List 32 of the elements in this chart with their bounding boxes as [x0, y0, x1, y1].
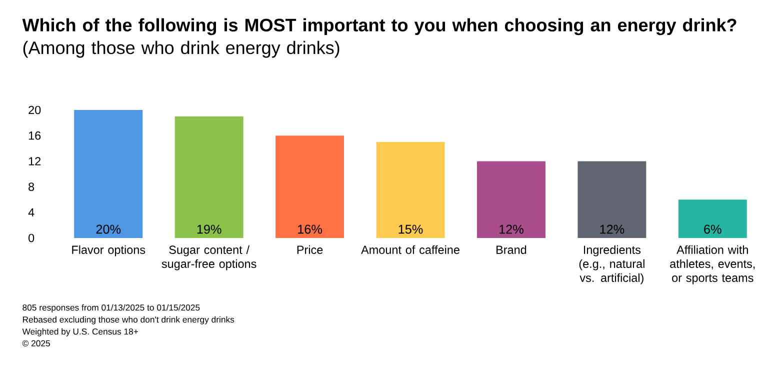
y-tick-label: 0 — [28, 234, 34, 242]
y-tick-label: 12 — [28, 157, 41, 166]
x-tick-label: Sugar content / sugar-free options — [162, 245, 256, 270]
bar — [678, 200, 747, 238]
text: Weighted by U.S. Census 18+ — [22, 328, 138, 336]
y-tick-label: 20 — [28, 106, 41, 114]
y-tick-label: 16 — [28, 131, 41, 140]
x-tick-label: Amount of caffeine — [361, 245, 460, 254]
data-label: 15% — [398, 224, 423, 234]
chart-title: Which of the following is MOST important to you when choosing an energy drink? (Among those who drink energy drinks) — [22, 18, 736, 58]
bar — [578, 161, 646, 238]
x-tick-label: Flavor options — [72, 245, 146, 256]
x-tick-label: Brand — [496, 245, 526, 254]
bar — [276, 136, 344, 238]
text: Rebased excluding those who don't drink energy drinks — [22, 316, 234, 324]
x-tick-label: Price — [297, 245, 323, 254]
y-tick-label: 8 — [28, 182, 34, 191]
bar — [74, 110, 143, 238]
text: 805 responses from 01/13/2025 to 01/15/2025 — [22, 304, 200, 312]
data-label: 12% — [500, 224, 524, 234]
bar — [376, 142, 445, 238]
bar — [174, 116, 244, 238]
x-tick-label: Ingredients (e.g., natural vs. artificial) — [579, 245, 644, 284]
data-label: 12% — [600, 224, 624, 234]
data-label: 20% — [96, 224, 121, 234]
bar — [476, 161, 546, 238]
data-label: 16% — [298, 224, 322, 234]
y-tick-label: 4 — [28, 208, 34, 216]
data-label: 19% — [197, 224, 222, 234]
data-label: 6% — [704, 224, 722, 234]
text: © 2025 — [22, 340, 50, 346]
x-tick-label: Affiliation with athletes, events, or sports teams — [670, 245, 755, 284]
